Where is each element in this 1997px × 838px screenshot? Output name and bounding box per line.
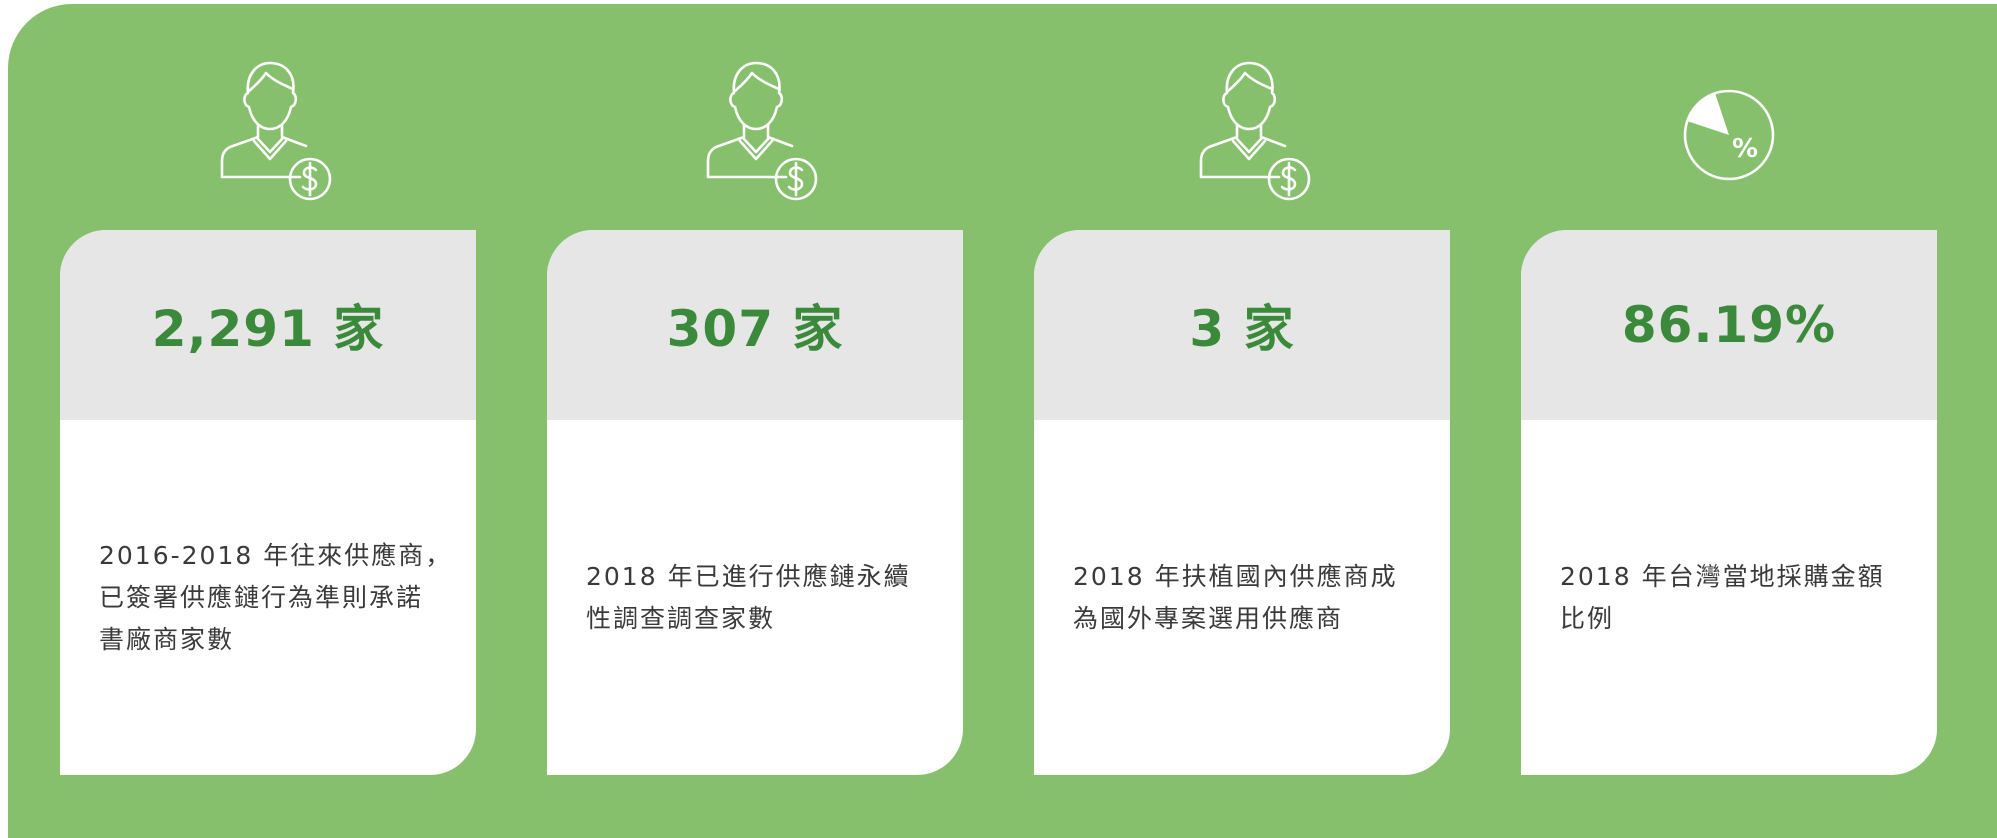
stat-description: 2018 年台灣當地採購金額 比例	[1521, 420, 1937, 775]
description-line: 書廠商家數	[99, 624, 235, 654]
stat-value: 3 家	[1034, 230, 1450, 420]
pie-slice	[1687, 93, 1729, 135]
stat-value: 307 家	[547, 230, 963, 420]
stat-card: 86.19% 2018 年台灣當地採購金額 比例	[1521, 230, 1937, 775]
stat-card: 2,291 家 2016-2018 年往來供應商， 已簽署供應鏈行為準則承諾 書…	[60, 230, 476, 775]
stat-description: 2018 年扶植國內供應商成 為國外專案選用供應商	[1034, 420, 1450, 775]
supplier-icon	[706, 61, 818, 201]
stat-value: 2,291 家	[60, 230, 476, 420]
percent-sign: %	[1732, 134, 1758, 164]
stat-description: 2016-2018 年往來供應商， 已簽署供應鏈行為準則承諾 書廠商家數	[60, 420, 476, 775]
stat-value: 86.19%	[1521, 230, 1937, 420]
description-line: 2018 年已進行供應鏈永續	[586, 561, 911, 591]
percent-icon: %	[1683, 89, 1775, 181]
stat-description: 2018 年已進行供應鏈永續 性調查調查家數	[547, 420, 963, 775]
pie-outline	[1683, 89, 1775, 181]
description-line: 2018 年扶植國內供應商成	[1073, 561, 1398, 591]
description-line: 2016-2018 年往來供應商，	[99, 540, 453, 570]
description-line: 為國外專案選用供應商	[1073, 603, 1344, 633]
description-line: 性調查調查家數	[586, 603, 776, 633]
description-line: 已簽署供應鏈行為準則承諾	[99, 582, 424, 612]
description-line: 2018 年台灣當地採購金額	[1560, 561, 1885, 591]
stat-card: 307 家 2018 年已進行供應鏈永續 性調查調查家數	[547, 230, 963, 775]
description-line: 比例	[1560, 603, 1615, 633]
supplier-icon	[220, 61, 332, 201]
stat-card: 3 家 2018 年扶植國內供應商成 為國外專案選用供應商	[1034, 230, 1450, 775]
supplier-icon	[1199, 61, 1311, 201]
